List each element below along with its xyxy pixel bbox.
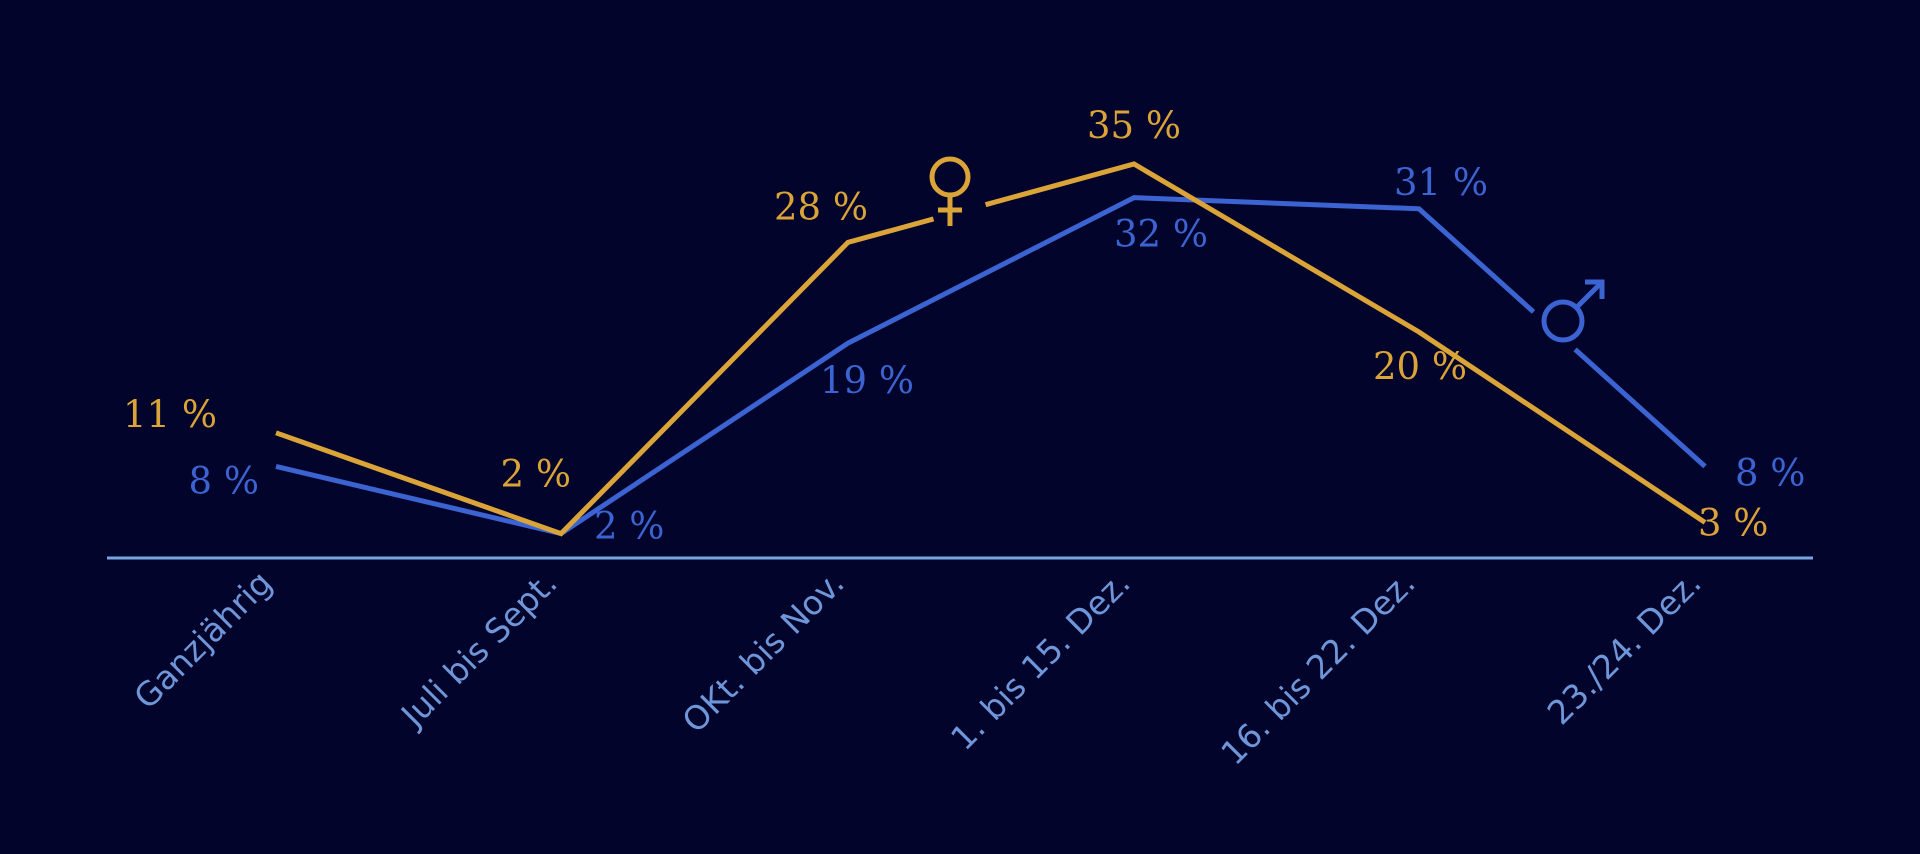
value-label-male: 31 % xyxy=(1394,161,1488,204)
series-line-male xyxy=(275,195,1707,537)
category-tick-label: Ganzjährig xyxy=(126,563,279,716)
category-tick-label: OKt. bis Nov. xyxy=(674,563,851,740)
category-tick-label: Juli bis Sept. xyxy=(392,563,564,735)
category-tick-label: 16. bis 22. Dez. xyxy=(1213,563,1422,772)
value-label-female: 20 % xyxy=(1373,345,1467,388)
value-label-male: 19 % xyxy=(820,359,914,402)
female-symbol-icon xyxy=(929,156,971,226)
male-symbol-icon xyxy=(1541,279,1605,343)
value-label-male: 8 % xyxy=(1735,451,1805,494)
value-label-female: 11 % xyxy=(123,393,217,436)
category-tick-label: 23./24. Dez. xyxy=(1540,563,1709,732)
value-label-female: 28 % xyxy=(774,185,868,228)
value-label-female: 35 % xyxy=(1087,104,1181,147)
series-line-female xyxy=(275,161,1707,537)
value-label-male: 32 % xyxy=(1114,213,1208,256)
category-tick-label: 1. bis 15. Dez. xyxy=(943,563,1138,758)
value-label-male: 2 % xyxy=(594,505,664,548)
value-label-female: 2 % xyxy=(501,453,571,496)
value-label-male: 8 % xyxy=(189,459,259,502)
value-label-female: 3 % xyxy=(1698,501,1768,544)
